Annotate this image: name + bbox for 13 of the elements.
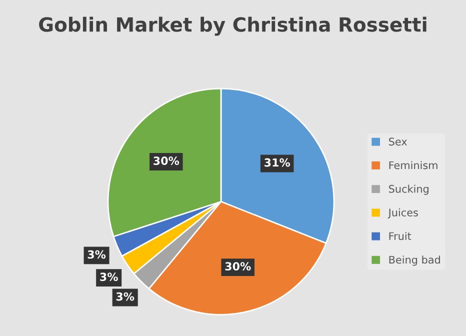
legend-label: Sex: [389, 138, 407, 146]
legend-label: Fruit: [389, 232, 412, 240]
chart-title: Goblin Market by Christina Rossetti: [39, 16, 426, 36]
legend-label: Feminism: [389, 161, 438, 170]
legend-label: Being bad: [389, 256, 440, 266]
legend-label: Juices: [388, 208, 418, 218]
data-label: 3%: [88, 250, 106, 259]
legend-label: Sucking: [389, 184, 428, 195]
data-label: 31%: [264, 158, 290, 167]
data-label: 3%: [100, 272, 118, 282]
data-label: 30%: [154, 156, 180, 165]
data-label: 30%: [225, 262, 251, 271]
data-label: 3%: [116, 292, 134, 301]
